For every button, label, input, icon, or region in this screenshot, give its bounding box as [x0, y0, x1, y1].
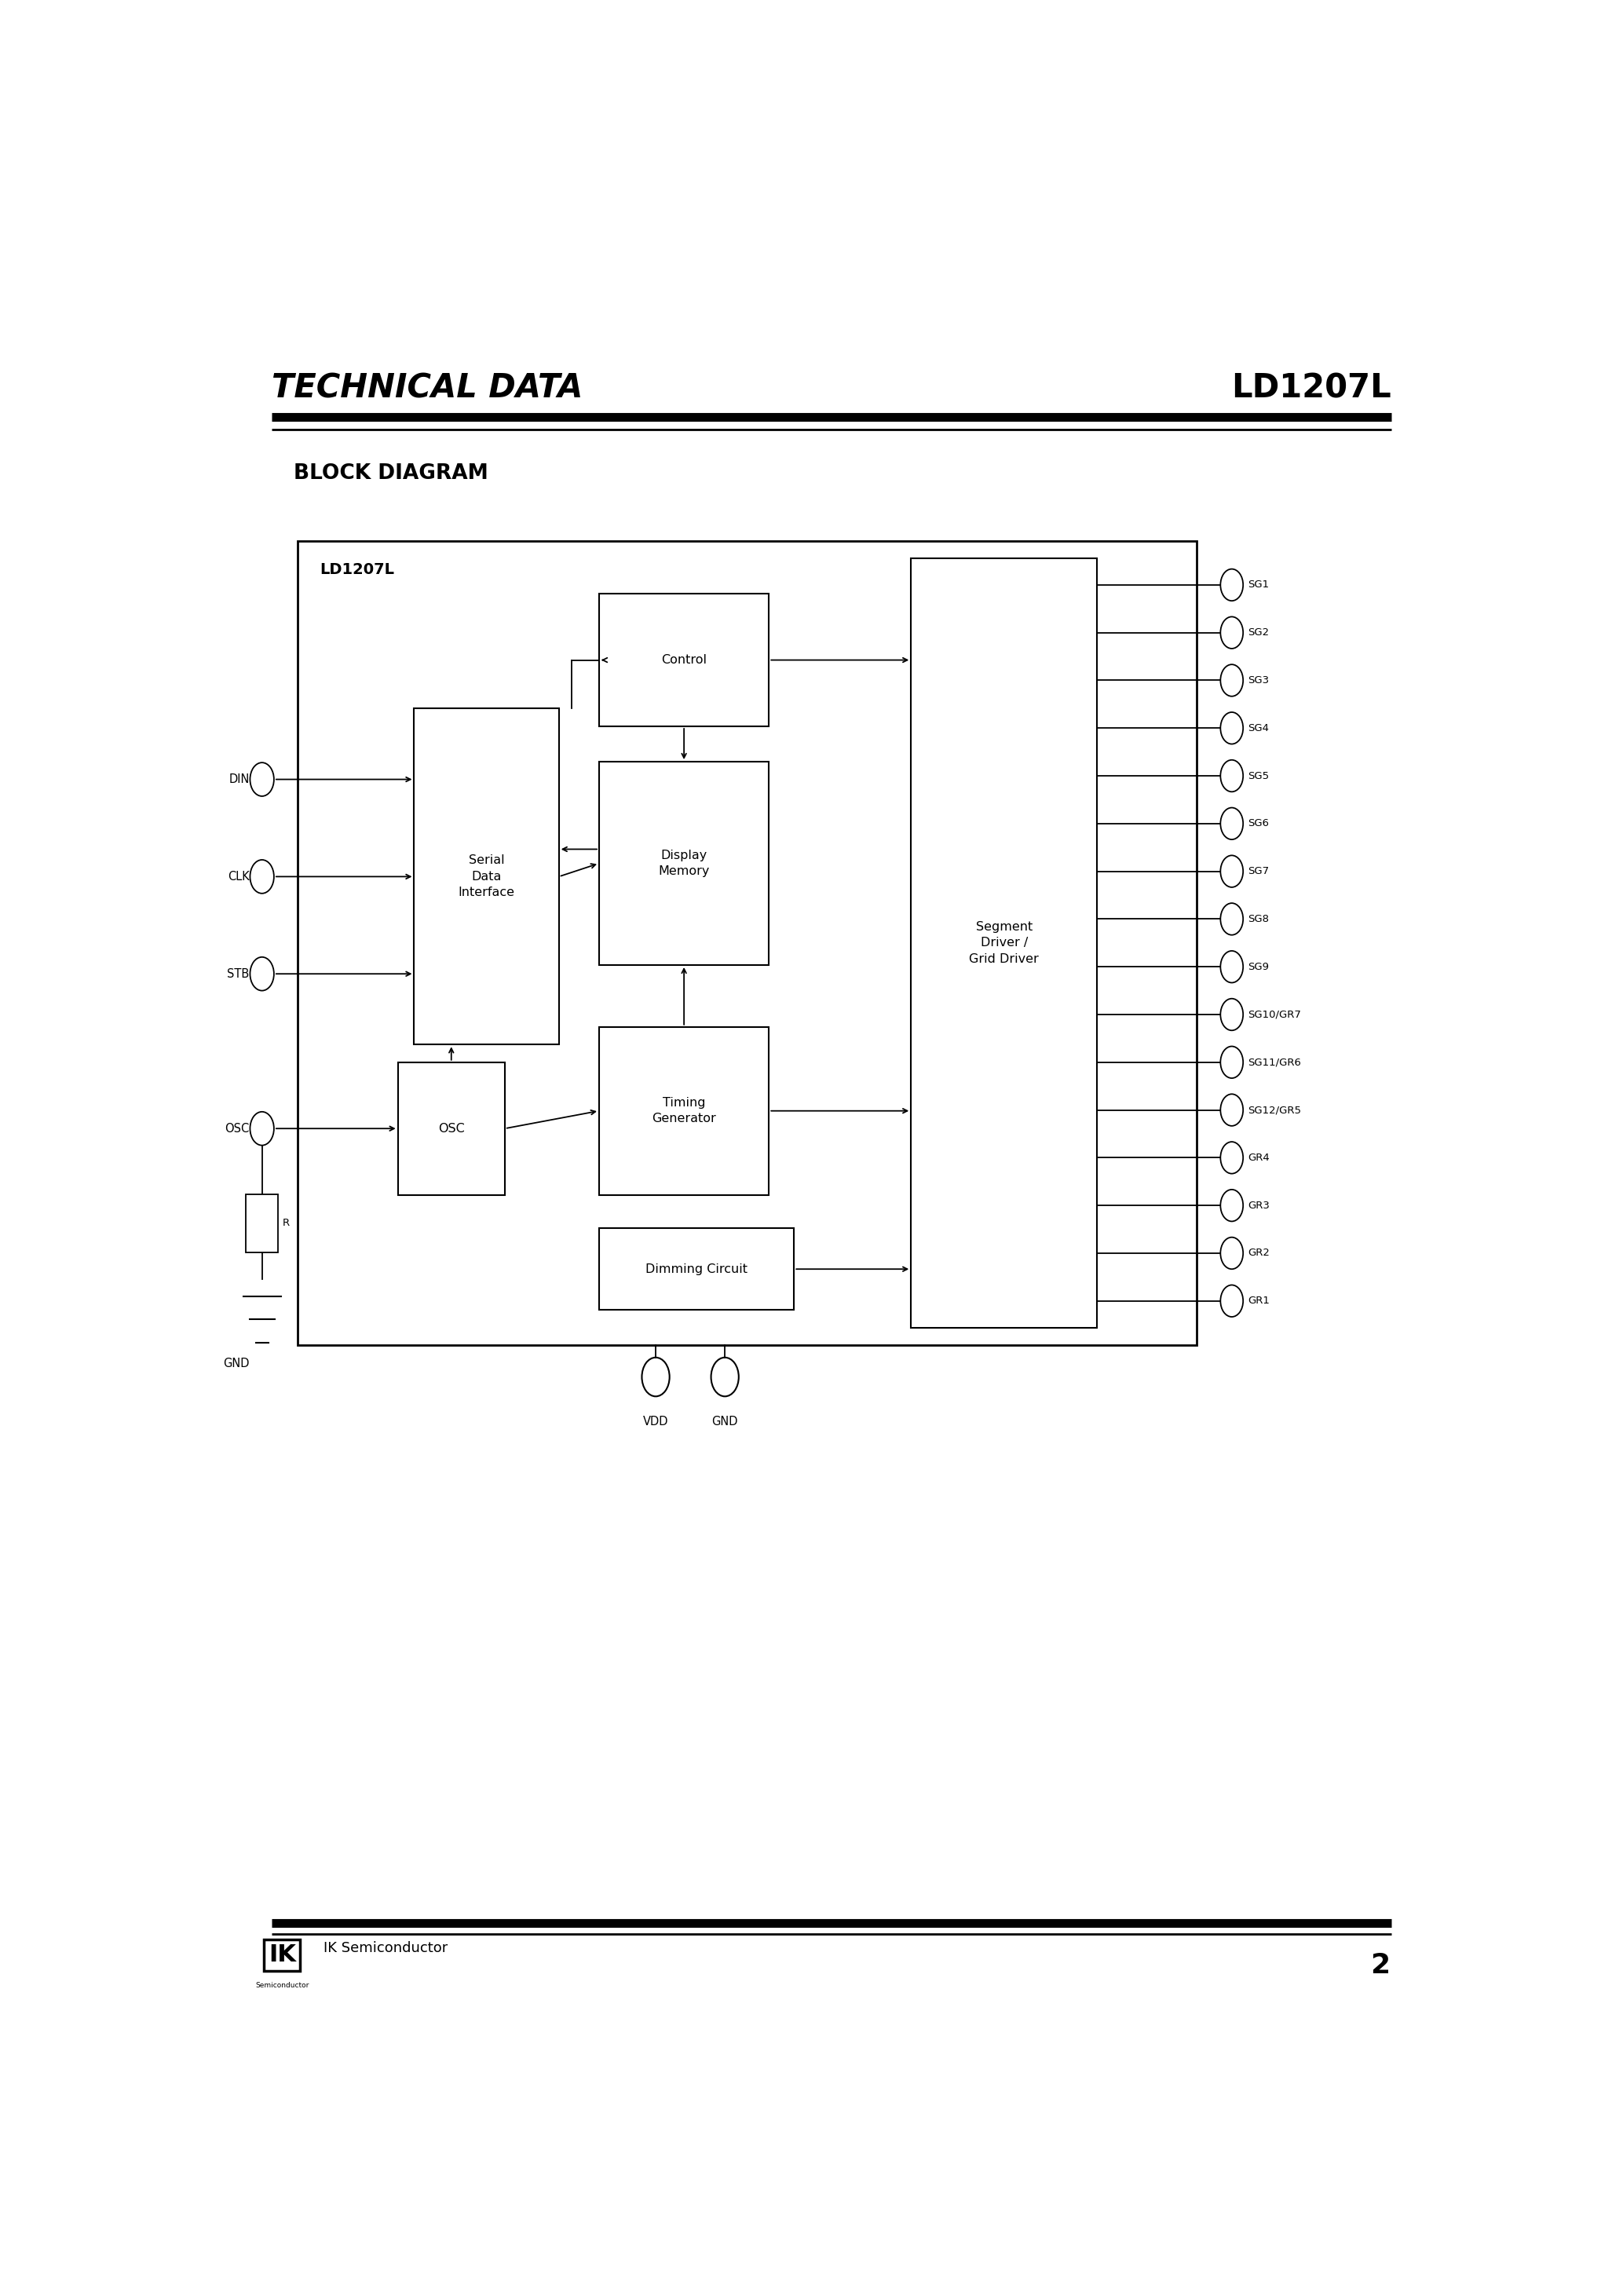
Text: SG3: SG3	[1248, 675, 1269, 687]
Text: SG11/GR6: SG11/GR6	[1248, 1056, 1302, 1068]
Text: DIN: DIN	[229, 774, 250, 785]
Bar	[599, 762, 769, 964]
Text: Dimming Circuit: Dimming Circuit	[646, 1263, 748, 1274]
Text: SG9: SG9	[1248, 962, 1269, 971]
Text: GND: GND	[222, 1357, 250, 1368]
Text: SG5: SG5	[1248, 771, 1269, 781]
Bar	[398, 1063, 505, 1194]
Text: GR4: GR4	[1248, 1153, 1269, 1162]
Text: SG8: SG8	[1248, 914, 1269, 925]
Text: GND: GND	[712, 1417, 738, 1428]
Text: BLOCK DIAGRAM: BLOCK DIAGRAM	[294, 464, 489, 484]
Text: R: R	[282, 1217, 289, 1228]
Text: CLK: CLK	[227, 870, 250, 882]
Text: LD1207L: LD1207L	[1232, 372, 1391, 404]
Text: SG4: SG4	[1248, 723, 1269, 732]
Text: SG2: SG2	[1248, 627, 1269, 638]
Text: 2: 2	[1370, 1952, 1391, 1979]
Text: SG10/GR7: SG10/GR7	[1248, 1010, 1302, 1019]
Bar	[599, 1228, 794, 1309]
Bar	[599, 595, 769, 726]
Bar	[599, 1026, 769, 1194]
Text: Display
Memory: Display Memory	[659, 850, 709, 877]
Text: IK Semiconductor: IK Semiconductor	[323, 1940, 448, 1954]
Text: IK: IK	[268, 1945, 295, 1965]
Bar	[911, 558, 1097, 1327]
Text: Serial
Data
Interface: Serial Data Interface	[458, 854, 514, 898]
Text: GR3: GR3	[1248, 1201, 1271, 1210]
Text: SG6: SG6	[1248, 817, 1269, 829]
Text: LD1207L: LD1207L	[320, 563, 394, 576]
Text: Segment
Driver /
Grid Driver: Segment Driver / Grid Driver	[969, 921, 1039, 964]
Text: TECHNICAL DATA: TECHNICAL DATA	[273, 372, 583, 404]
Text: GR1: GR1	[1248, 1295, 1271, 1306]
Text: GR2: GR2	[1248, 1249, 1271, 1258]
Bar	[414, 709, 558, 1045]
Text: VDD: VDD	[643, 1417, 669, 1428]
Text: OSC: OSC	[438, 1123, 464, 1134]
Text: Semiconductor: Semiconductor	[255, 1981, 308, 1988]
Bar	[245, 1194, 279, 1251]
Text: STB: STB	[227, 969, 250, 980]
Bar	[297, 540, 1196, 1345]
Text: OSC: OSC	[226, 1123, 250, 1134]
Text: SG1: SG1	[1248, 581, 1269, 590]
Text: SG7: SG7	[1248, 866, 1269, 877]
Text: Timing
Generator: Timing Generator	[652, 1097, 716, 1125]
Text: Control: Control	[661, 654, 706, 666]
Text: SG12/GR5: SG12/GR5	[1248, 1104, 1302, 1116]
